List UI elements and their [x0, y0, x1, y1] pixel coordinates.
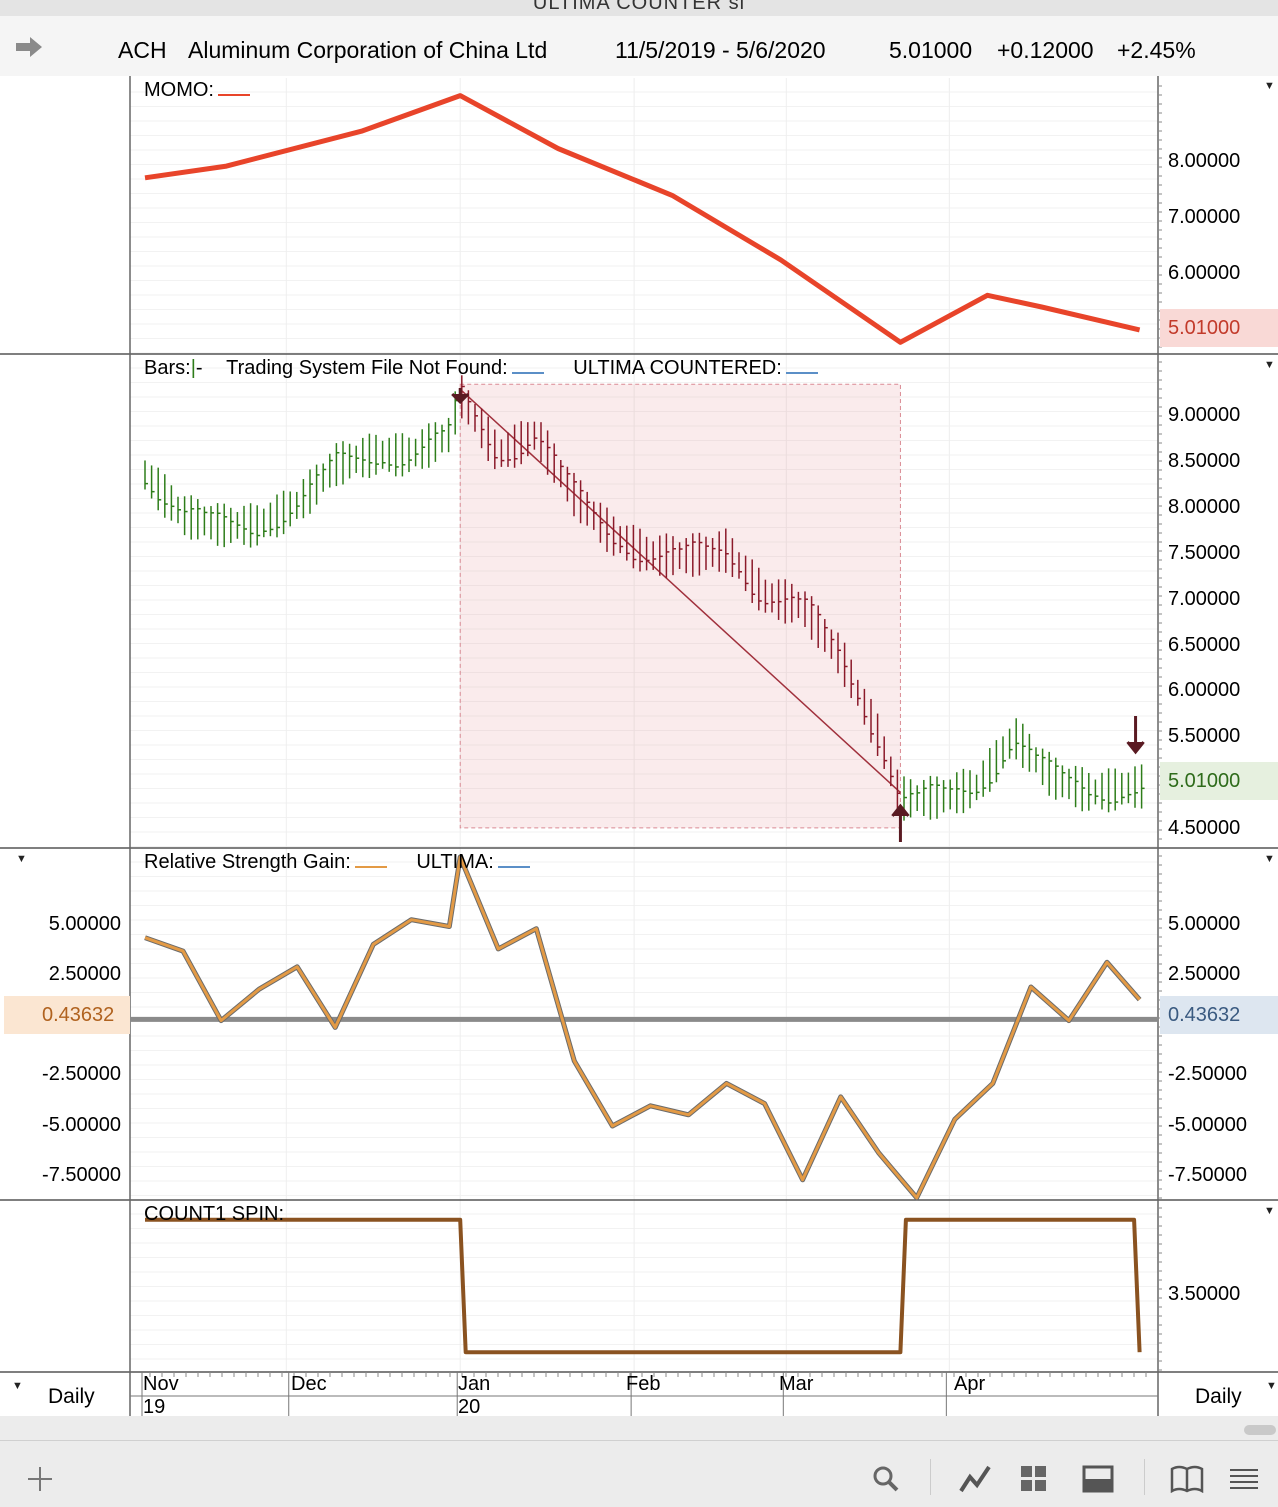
momo-tick: 8.00000: [1168, 150, 1241, 172]
year-label: 20: [458, 1396, 481, 1418]
rsg-tick-right: -7.50000: [1168, 1164, 1247, 1186]
rsg-tick-left: -5.00000: [42, 1114, 121, 1136]
rsg-current-value-right: 0.43632: [1160, 996, 1278, 1034]
momo-tick: 7.00000: [1168, 206, 1241, 228]
ultima-countered-label: ULTIMA COUNTERED:: [573, 357, 782, 379]
rsg-tick-left: 5.00000: [48, 913, 121, 935]
month-label: Jan: [458, 1373, 491, 1395]
month-label: Dec: [291, 1373, 327, 1395]
line-chart-icon[interactable]: [958, 1463, 992, 1495]
year-label: 19: [143, 1396, 166, 1418]
trade-box: [459, 383, 901, 829]
momo-legend: MOMO:: [144, 79, 250, 102]
percent-change: +2.45%: [1117, 37, 1196, 63]
window-titlebar: ULTIMA COUNTER si: [0, 0, 1278, 16]
bars-tick: 7.00000: [1168, 588, 1241, 610]
rsg-shadow-line: [144, 854, 1142, 1201]
month-label: Nov: [143, 1373, 179, 1395]
bars-menu-caret-icon[interactable]: ▼: [1264, 359, 1275, 371]
chart-header: ACH Aluminum Corporation of China Ltd 11…: [0, 16, 1278, 77]
bars-tick: 6.00000: [1168, 679, 1241, 701]
menu-icon[interactable]: [1228, 1467, 1260, 1491]
horizontal-scrollbar[interactable]: [1244, 1425, 1276, 1435]
arrow-right-icon[interactable]: [14, 36, 44, 58]
rsg-menu-caret-right-icon[interactable]: ▼: [1264, 853, 1275, 865]
bars-tick: 8.50000: [1168, 450, 1241, 472]
rsg-menu-caret-left-icon[interactable]: ▼: [16, 853, 27, 865]
bars-tick: 6.50000: [1168, 634, 1241, 656]
buy-arrow-icon: [891, 803, 910, 842]
rsg-legend: Relative Strength Gain: ULTIMA:: [144, 851, 530, 874]
date-range: 11/5/2019 - 5/6/2020: [615, 37, 826, 63]
rsg-line: [144, 855, 1141, 1200]
sell-arrow-icon: [1126, 716, 1145, 755]
period-caret-left-icon[interactable]: ▼: [12, 1380, 23, 1392]
rsg-current-value-left: 0.43632: [4, 996, 130, 1034]
panel-layout-icon[interactable]: [1082, 1465, 1114, 1493]
month-label: Feb: [626, 1373, 661, 1395]
window-title: ULTIMA COUNTER si: [532, 0, 746, 14]
symbol: ACH: [118, 37, 167, 63]
bars-tick: 7.50000: [1168, 542, 1241, 564]
bars-tick: 9.00000: [1168, 404, 1241, 426]
period-selector-right[interactable]: Daily: [1195, 1385, 1242, 1408]
rsg-tick-right: 5.00000: [1168, 913, 1241, 935]
chart-canvas: [0, 76, 1278, 1416]
momo-label: MOMO:: [144, 79, 214, 101]
trade-trend-line: [459, 388, 901, 794]
momo-tick: 6.00000: [1168, 262, 1241, 284]
grid-layout-icon[interactable]: [1020, 1465, 1048, 1493]
spin-label: COUNT1 SPIN:: [144, 1203, 285, 1225]
book-icon[interactable]: [1170, 1465, 1204, 1493]
price-change: +0.12000: [997, 37, 1094, 63]
rsg-tick-left: -2.50000: [42, 1063, 121, 1085]
momo-current-value: 5.01000: [1160, 309, 1278, 347]
bars-tick: 5.50000: [1168, 725, 1241, 747]
bars-label: Bars:: [144, 357, 191, 379]
spin-legend: COUNT1 SPIN:: [144, 1203, 321, 1226]
sell-arrow-icon: [451, 388, 470, 405]
system-label: Trading System File Not Found:: [226, 357, 508, 379]
period-caret-right-icon[interactable]: ▼: [1266, 1380, 1277, 1392]
ultima-label: ULTIMA:: [416, 851, 494, 873]
chart-area[interactable]: MOMO: Bars:|- Trading System File Not Fo…: [0, 76, 1278, 1418]
add-icon[interactable]: [26, 1465, 54, 1493]
last-price: 5.01000: [889, 37, 973, 63]
momo-menu-caret-icon[interactable]: ▼: [1264, 80, 1275, 92]
search-icon[interactable]: [872, 1465, 900, 1493]
period-selector-left[interactable]: Daily: [48, 1385, 95, 1408]
momo-line: [144, 93, 1141, 345]
rsg-tick-left: 2.50000: [48, 963, 121, 985]
rsg-tick-left: -7.50000: [42, 1164, 121, 1186]
rsg-label: Relative Strength Gain:: [144, 851, 351, 873]
spin-tick: 3.50000: [1168, 1283, 1241, 1305]
month-label: Apr: [954, 1373, 986, 1395]
bars-tick: 4.50000: [1168, 817, 1241, 839]
rsg-tick-right: -2.50000: [1168, 1063, 1247, 1085]
month-label: Mar: [779, 1373, 814, 1395]
bottom-toolbar: [0, 1425, 1278, 1507]
bars-tick: 8.00000: [1168, 496, 1241, 518]
bars-legend: Bars:|- Trading System File Not Found: U…: [144, 357, 818, 380]
spin-line: [145, 1217, 1142, 1355]
spin-menu-caret-icon[interactable]: ▼: [1264, 1205, 1275, 1217]
rsg-tick-right: 2.50000: [1168, 963, 1241, 985]
rsg-tick-right: -5.00000: [1168, 1114, 1247, 1136]
bars-current-value: 5.01000: [1160, 762, 1278, 800]
company-name: Aluminum Corporation of China Ltd: [188, 37, 548, 63]
